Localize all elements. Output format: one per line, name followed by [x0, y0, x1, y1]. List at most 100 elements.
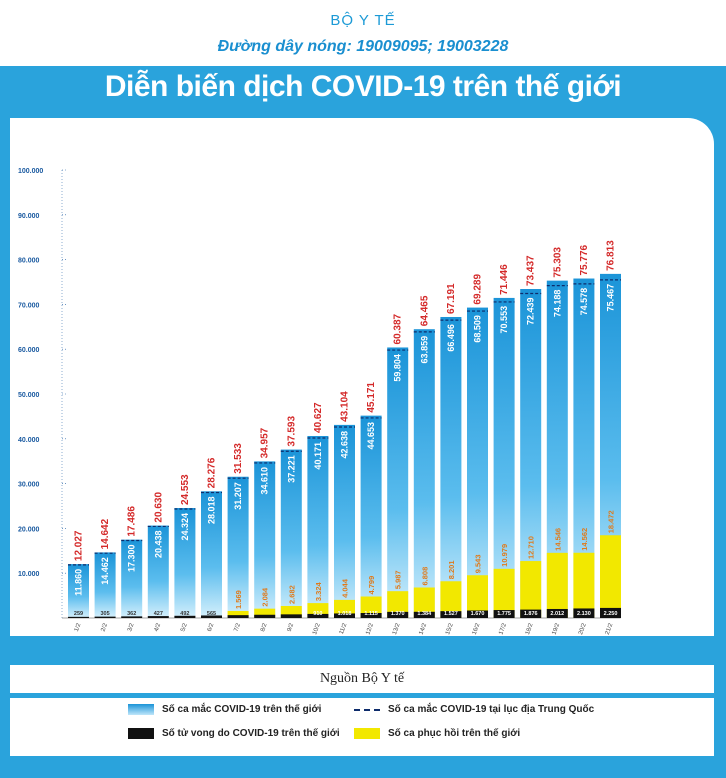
data-label-recovered: 1.569 — [234, 590, 243, 609]
data-label-china-cases: 74.578 — [579, 288, 589, 316]
bar-world-cases — [440, 316, 462, 618]
bar-world-cases — [147, 525, 169, 618]
data-label-world-cases: 69.289 — [473, 274, 484, 305]
data-label-deaths: 305 — [101, 611, 110, 617]
bar-deaths — [520, 609, 542, 618]
legend-swatch-deaths — [128, 728, 154, 739]
x-tick-label: 7/2 — [233, 622, 242, 633]
data-label-world-cases: 73.437 — [526, 255, 537, 286]
data-label-world-cases: 28.276 — [207, 457, 218, 488]
data-label-china-cases: 28.018 — [207, 496, 217, 524]
y-tick-label: 10.000 — [18, 571, 40, 578]
data-label-world-cases: 75.776 — [579, 244, 590, 275]
bar-recovered — [600, 535, 621, 618]
x-tick-label: 9/2 — [287, 622, 296, 633]
bar-deaths — [573, 608, 595, 618]
bar-deaths — [440, 611, 462, 618]
x-tick-label: 16/2 — [472, 622, 482, 636]
data-label-china-cases: 42.638 — [340, 431, 350, 459]
x-tick-label: 10/2 — [312, 622, 322, 636]
data-label-world-cases: 75.303 — [552, 247, 563, 278]
bar-deaths — [147, 616, 169, 618]
hotline: Đường dây nóng: 19009095; 19003228 — [217, 38, 509, 55]
bar-world-cases — [254, 461, 276, 618]
y-tick-label: 40.000 — [18, 437, 40, 444]
bar-world-cases — [68, 564, 89, 618]
data-label-china-cases: 14.462 — [100, 557, 110, 585]
bar-deaths — [94, 616, 116, 618]
x-tick-label: 11/2 — [339, 622, 349, 635]
y-tick-label: 80.000 — [18, 258, 40, 265]
bar-deaths — [360, 613, 382, 618]
bar-world-cases — [334, 424, 355, 618]
bar-world-cases — [546, 280, 568, 618]
bar-deaths — [413, 611, 435, 618]
bar-recovered — [227, 610, 249, 618]
data-label-world-cases: 14.642 — [100, 518, 111, 549]
bar-world-cases — [201, 491, 222, 618]
x-tick-label: 4/2 — [154, 622, 163, 633]
data-label-deaths: 565 — [207, 611, 216, 617]
bar-world-cases — [280, 449, 302, 618]
data-label-china-cases: 72.439 — [526, 297, 536, 325]
legend-swatch-world-cases — [128, 704, 154, 715]
data-label-world-cases: 17.486 — [127, 506, 138, 537]
data-label-recovered: 10.979 — [500, 544, 509, 567]
bar-world-cases — [413, 329, 435, 618]
x-tick-label: 1/2 — [74, 622, 83, 633]
bar-deaths — [334, 613, 355, 618]
data-label-deaths: 2.250 — [604, 611, 618, 617]
data-label-china-cases: 24.324 — [180, 513, 190, 541]
data-label-recovered: 8.201 — [447, 560, 456, 579]
bar-world-cases — [573, 278, 595, 618]
data-label-world-cases: 37.593 — [286, 416, 297, 447]
bar-recovered — [413, 587, 435, 618]
data-label-world-cases: 71.446 — [499, 264, 510, 295]
data-label-recovered: 14.562 — [580, 528, 589, 551]
data-label-world-cases: 40.627 — [313, 402, 324, 433]
data-label-deaths: 492 — [180, 611, 189, 617]
data-label-world-cases: 76.813 — [606, 240, 617, 271]
data-label-world-cases: 24.553 — [180, 474, 191, 505]
x-tick-label: 6/2 — [207, 622, 216, 633]
x-tick-label: 5/2 — [180, 622, 189, 633]
data-label-deaths: 2.012 — [550, 611, 564, 617]
data-label-china-cases: 75.467 — [606, 284, 616, 312]
x-tick-label: 21/2 — [605, 622, 615, 636]
legend-label-deaths: Số tử vong do COVID-19 trên thế giới — [162, 728, 340, 739]
x-tick-label: 8/2 — [260, 622, 269, 633]
bar-deaths — [493, 610, 515, 618]
bar-recovered — [573, 552, 595, 618]
y-tick-label: 60.000 — [18, 347, 40, 354]
chart: 10.000 20.000 30.000 40.000 50.000 60.000 70.0… — [18, 168, 621, 636]
x-tick-label: 14/2 — [419, 622, 429, 636]
source-note: Nguồn Bộ Y tế — [10, 665, 714, 693]
data-label-deaths: 1.370 — [391, 611, 405, 617]
data-label-world-cases: 60.387 — [393, 313, 404, 344]
bar-world-cases — [360, 415, 382, 618]
data-label-deaths: 1.384 — [417, 611, 432, 617]
chart-card: 10.000 20.000 30.000 40.000 50.000 60.000 70.0… — [10, 118, 714, 636]
y-tick-label: 30.000 — [18, 482, 40, 489]
data-label-china-cases: 17.300 — [127, 544, 137, 572]
bar-world-cases — [174, 508, 196, 618]
bar-world-cases — [307, 435, 329, 618]
data-label-deaths: 427 — [154, 611, 163, 617]
legend-item-world-cases: Số ca mắc COVID-19 trên thế giới — [128, 704, 321, 715]
data-label-world-cases: 20.630 — [153, 492, 164, 523]
bar-recovered — [467, 575, 488, 618]
bar-world-cases — [467, 307, 488, 618]
bar-deaths — [227, 615, 249, 618]
bar-world-cases — [94, 552, 116, 618]
data-label-recovered: 5.987 — [394, 570, 403, 589]
data-label-deaths: 1.775 — [497, 611, 511, 617]
bar-world-cases — [227, 476, 249, 618]
data-label-china-cases: 11.860 — [74, 569, 84, 596]
data-label-china-cases: 74.188 — [552, 290, 562, 318]
data-label-recovered: 9.543 — [474, 554, 483, 573]
bar-deaths — [600, 607, 621, 618]
bar-deaths — [68, 616, 89, 618]
data-label-deaths: 1.115 — [364, 611, 377, 617]
data-label-deaths: 1.876 — [524, 611, 538, 617]
bar-recovered — [254, 608, 276, 618]
